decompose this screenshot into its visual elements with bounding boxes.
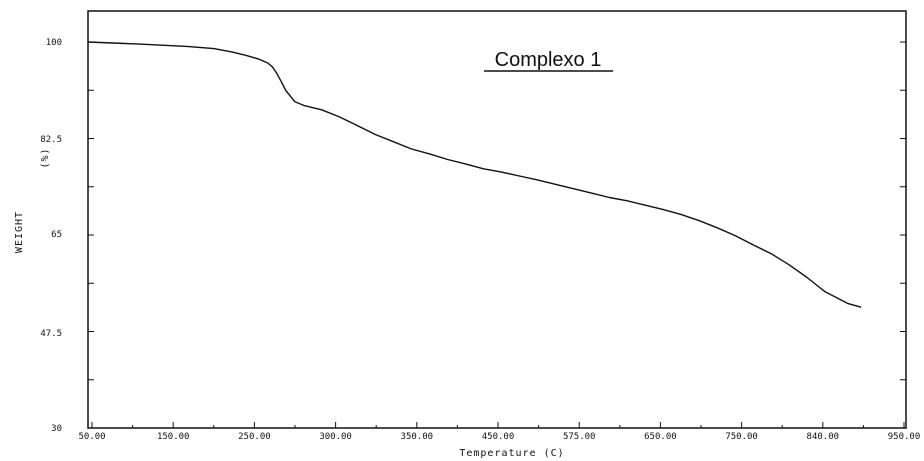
x-tick-label: 450.00 [482, 432, 515, 442]
x-tick-label: 840.00 [807, 432, 840, 442]
x-tick-label: 150.00 [157, 432, 190, 442]
x-tick-label: 950.00 [888, 432, 921, 442]
y-tick-label: 30 [51, 424, 62, 434]
x-tick-label: 575.00 [563, 432, 596, 442]
x-axis-tick-labels: 50.00 150.00 250.00 300.00 350.00 450.00 575.0… [78, 432, 920, 442]
x-tick-label: 50.00 [78, 432, 105, 442]
y-axis-unit: (%) [40, 147, 51, 168]
x-tick-label: 350.00 [401, 432, 434, 442]
x-axis-ticks [91, 422, 905, 428]
x-axis-title: Temperature (C) [459, 448, 564, 459]
x-tick-label: 250.00 [238, 432, 271, 442]
x-tick-label: 750.00 [725, 432, 758, 442]
chart-title: Complexo 1 [495, 49, 602, 71]
y-tick-label: 82.5 [40, 135, 62, 145]
y-axis-title: WEIGHT [14, 211, 25, 253]
plot-frame [87, 10, 907, 429]
y-tick-label: 100 [46, 38, 62, 48]
x-tick-label: 300.00 [319, 432, 352, 442]
x-tick-label: 650.00 [644, 432, 677, 442]
series-line-weight [87, 41, 862, 308]
y-tick-label: 65 [51, 230, 62, 240]
y-axis-tick-labels: 100 82.5 65 47.5 30 [40, 38, 62, 434]
y-tick-label: 47.5 [40, 329, 62, 339]
